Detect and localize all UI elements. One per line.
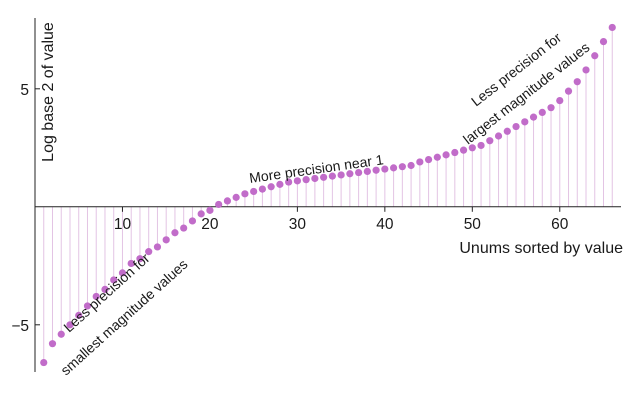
data-point (110, 276, 118, 284)
data-point (311, 174, 319, 183)
data-point (407, 161, 415, 170)
data-point (538, 108, 546, 116)
data-point (223, 197, 232, 205)
data-point (171, 229, 179, 237)
data-point (328, 172, 336, 180)
data-point (276, 180, 284, 188)
data-point (320, 173, 328, 181)
x-tick-label: 20 (201, 216, 219, 233)
data-point (206, 206, 214, 214)
data-point (92, 292, 100, 301)
y-tick-label: 5 (20, 82, 29, 99)
data-point (608, 23, 616, 32)
data-point (573, 78, 581, 86)
data-point (547, 104, 555, 112)
data-point (302, 176, 310, 184)
data-point (503, 127, 511, 135)
data-point (57, 330, 65, 338)
data-point (188, 217, 197, 225)
data-point (468, 144, 476, 152)
data-point (486, 137, 494, 145)
data-point (451, 148, 459, 157)
data-point (258, 185, 267, 193)
data-point (433, 153, 441, 161)
data-point (416, 158, 424, 166)
x-axis-label: Unums sorted by value (459, 240, 623, 257)
data-point (136, 255, 144, 263)
data-point (599, 38, 608, 46)
data-point (337, 171, 345, 179)
data-point (459, 146, 468, 154)
data-point (346, 170, 354, 178)
data-point (127, 259, 135, 268)
data-point (372, 166, 380, 174)
data-point (512, 122, 520, 131)
data-point (215, 200, 223, 209)
data-point (250, 187, 258, 196)
x-tick-label: 30 (289, 216, 307, 233)
data-point (267, 183, 275, 191)
data-point (556, 97, 564, 105)
data-points (40, 23, 616, 367)
data-point (285, 178, 293, 186)
data-point (494, 132, 503, 140)
data-point (564, 87, 573, 95)
data-point (118, 269, 127, 277)
data-point (381, 165, 389, 173)
x-tick-label: 40 (376, 216, 394, 233)
data-point (180, 224, 188, 232)
data-point (145, 248, 153, 256)
x-tick-label: 50 (464, 216, 482, 233)
data-point (355, 168, 363, 177)
data-point (442, 151, 450, 159)
data-point (521, 118, 529, 126)
data-point (363, 167, 371, 175)
data-point (582, 66, 590, 74)
data-point (75, 311, 83, 319)
data-point (529, 113, 538, 121)
y-tick-label: −5 (11, 318, 29, 335)
data-point (40, 358, 48, 367)
data-point (424, 156, 433, 164)
data-point (241, 190, 249, 198)
data-point (83, 302, 92, 310)
data-point (101, 285, 109, 293)
y-axis-label: Log base 2 of value (40, 22, 57, 162)
x-tick-label: 10 (114, 216, 132, 233)
x-ticks: 10 20 30 40 50 60 (114, 206, 569, 233)
data-point (477, 141, 485, 150)
data-point (232, 193, 240, 201)
y-ticks: −5 5 (11, 82, 40, 335)
data-point (48, 340, 57, 348)
data-point (389, 164, 398, 172)
x-tick-label: 60 (551, 216, 569, 233)
data-point (66, 321, 74, 329)
axes (34, 18, 621, 372)
data-point (591, 52, 599, 60)
data-point (197, 210, 205, 218)
data-point (398, 163, 406, 171)
data-point (162, 236, 170, 244)
data-point (293, 177, 301, 185)
data-point (153, 243, 162, 251)
